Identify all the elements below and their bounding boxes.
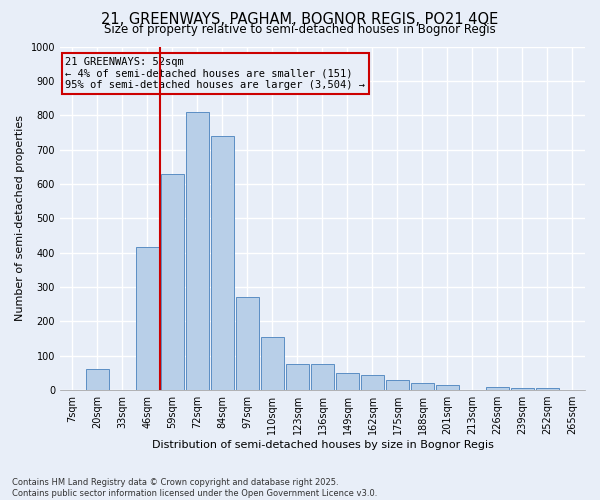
Bar xyxy=(161,174,184,390)
Y-axis label: Number of semi-detached properties: Number of semi-detached properties xyxy=(15,116,25,322)
Bar xyxy=(361,374,384,390)
X-axis label: Distribution of semi-detached houses by size in Bognor Regis: Distribution of semi-detached houses by … xyxy=(152,440,493,450)
Bar xyxy=(386,380,409,390)
Bar xyxy=(286,364,309,390)
Bar xyxy=(436,385,459,390)
Bar xyxy=(136,248,159,390)
Bar xyxy=(211,136,234,390)
Bar xyxy=(336,373,359,390)
Bar xyxy=(536,388,559,390)
Bar xyxy=(311,364,334,390)
Bar xyxy=(236,298,259,390)
Text: 21, GREENWAYS, PAGHAM, BOGNOR REGIS, PO21 4QE: 21, GREENWAYS, PAGHAM, BOGNOR REGIS, PO2… xyxy=(101,12,499,28)
Bar xyxy=(261,337,284,390)
Bar xyxy=(186,112,209,390)
Bar xyxy=(411,383,434,390)
Text: 21 GREENWAYS: 52sqm
← 4% of semi-detached houses are smaller (151)
95% of semi-d: 21 GREENWAYS: 52sqm ← 4% of semi-detache… xyxy=(65,57,365,90)
Bar xyxy=(486,386,509,390)
Bar xyxy=(511,388,534,390)
Text: Contains HM Land Registry data © Crown copyright and database right 2025.
Contai: Contains HM Land Registry data © Crown c… xyxy=(12,478,377,498)
Bar xyxy=(86,370,109,390)
Text: Size of property relative to semi-detached houses in Bognor Regis: Size of property relative to semi-detach… xyxy=(104,22,496,36)
